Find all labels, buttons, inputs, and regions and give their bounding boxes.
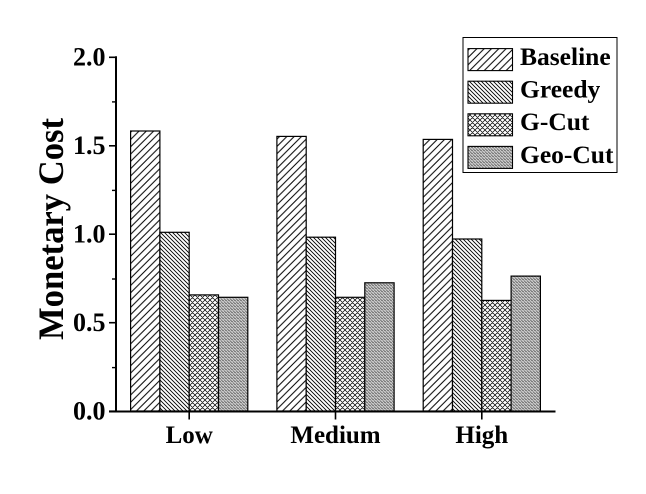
svg-text:Greedy: Greedy <box>520 75 601 104</box>
svg-text:Baseline: Baseline <box>520 42 611 71</box>
svg-text:Monetary Cost: Monetary Cost <box>31 118 71 340</box>
svg-text:0.5: 0.5 <box>73 308 106 337</box>
svg-text:Medium: Medium <box>290 422 380 449</box>
svg-text:0.0: 0.0 <box>73 397 106 426</box>
svg-text:High: High <box>455 422 508 449</box>
svg-text:Geo-Cut: Geo-Cut <box>520 140 614 169</box>
svg-text:1.0: 1.0 <box>73 220 106 249</box>
svg-text:Low: Low <box>166 422 213 449</box>
svg-text:1.5: 1.5 <box>73 131 106 160</box>
svg-text:G-Cut: G-Cut <box>520 107 590 136</box>
svg-text:2.0: 2.0 <box>73 43 106 72</box>
